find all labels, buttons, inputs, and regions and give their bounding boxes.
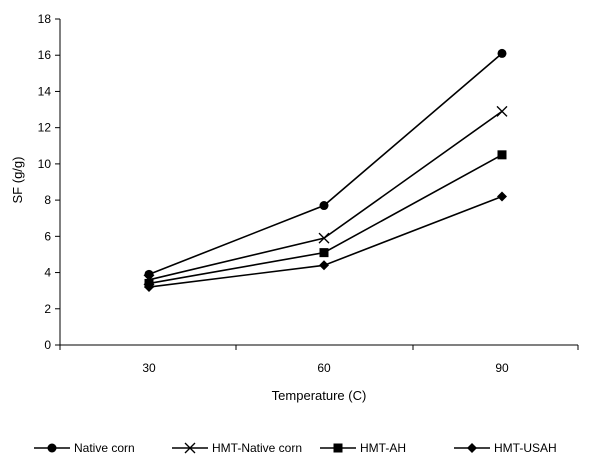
data-point — [497, 150, 507, 160]
y-tick-label: 14 — [38, 84, 52, 98]
legend-marker — [47, 443, 57, 453]
y-axis-title: SF (g/g) — [10, 157, 25, 204]
legend-label: Native corn — [74, 441, 135, 455]
data-point — [497, 48, 507, 58]
y-tick-label: 12 — [38, 121, 52, 135]
legend-item: Native corn — [34, 441, 135, 455]
series-layer — [143, 48, 508, 293]
data-point — [497, 191, 507, 202]
x-tick-label: 60 — [317, 361, 331, 375]
y-axis: 0 2 4 6 8 10 12 14 16 18 — [38, 12, 61, 352]
series-line — [148, 52, 503, 276]
y-tick-label: 18 — [38, 12, 52, 26]
y-tick-label: 8 — [44, 193, 51, 207]
series-hmt-native-corn — [143, 105, 508, 286]
x-axis: 30 60 90 — [59, 344, 579, 375]
y-tick-label: 4 — [44, 266, 51, 280]
legend-marker — [333, 443, 343, 453]
legend: Native corn HMT-Native corn HMT-AH HMT-USAH — [34, 441, 557, 455]
legend-item: HMT-Native corn — [172, 441, 302, 455]
data-point — [319, 201, 329, 211]
data-point — [144, 282, 154, 293]
legend-label: HMT-AH — [360, 441, 406, 455]
y-tick-label: 0 — [44, 338, 51, 352]
series-hmt-usah — [144, 191, 507, 293]
y-tick-label: 2 — [44, 302, 51, 316]
legend-label: HMT-USAH — [494, 441, 557, 455]
y-tick-label: 10 — [38, 157, 52, 171]
legend-marker — [467, 443, 477, 453]
y-tick-label: 6 — [44, 229, 51, 243]
legend-item: HMT-USAH — [454, 441, 557, 455]
series-native-corn — [144, 48, 507, 279]
data-point — [319, 260, 329, 271]
data-point — [496, 105, 508, 117]
data-point — [319, 248, 329, 258]
legend-item: HMT-AH — [320, 441, 406, 455]
x-tick-label: 30 — [142, 361, 156, 375]
x-tick-label: 90 — [495, 361, 509, 375]
y-tick-label: 16 — [38, 48, 52, 62]
legend-label: HMT-Native corn — [212, 441, 302, 455]
data-point — [144, 269, 154, 279]
data-point — [318, 232, 330, 244]
x-axis-title: Temperature (C) — [272, 388, 367, 403]
legend-marker — [184, 442, 196, 454]
